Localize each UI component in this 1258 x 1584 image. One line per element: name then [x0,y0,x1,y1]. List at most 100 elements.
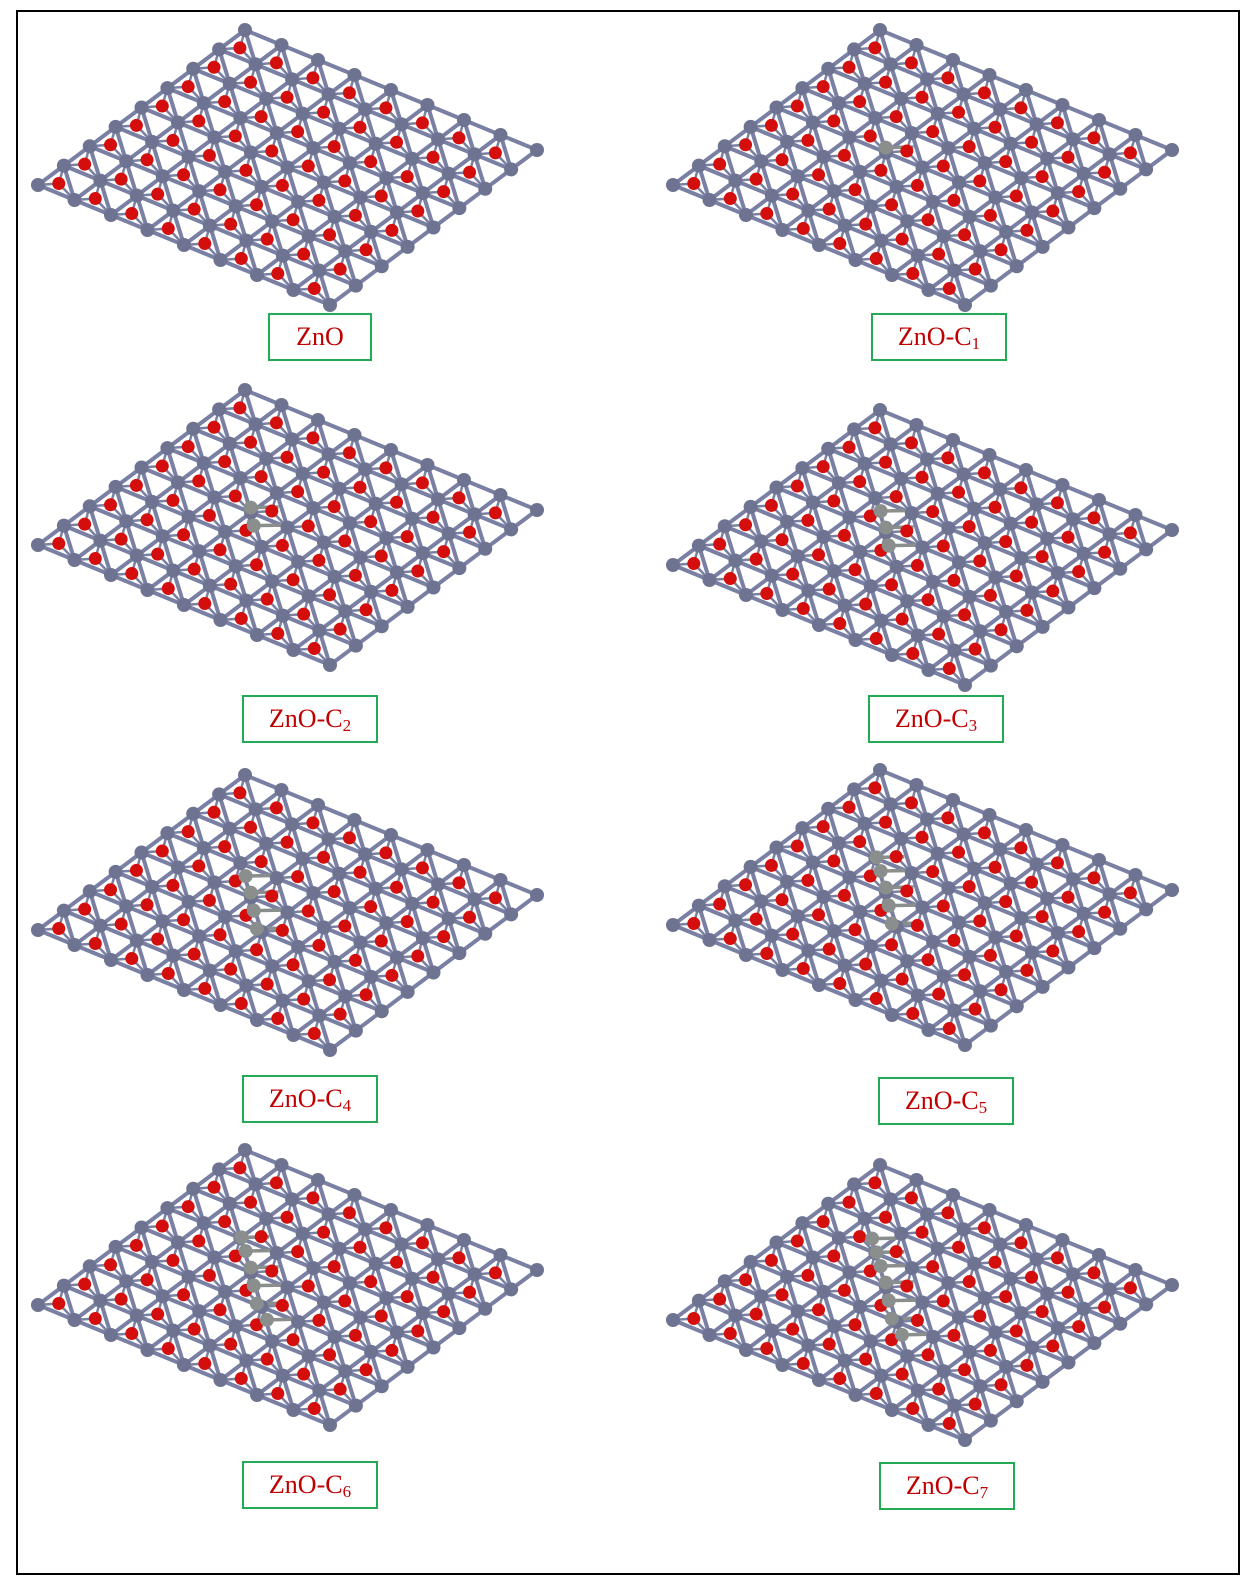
oxygen-atom [739,878,753,892]
atom-group [666,1158,1179,1447]
oxygen-atom [312,938,326,952]
zinc-atom [181,1269,196,1284]
oxygen-atom [269,416,283,430]
zinc-atom [291,1314,306,1329]
zinc-atom [941,141,956,156]
carbon-atom [234,1230,249,1245]
zinc-atom [874,233,889,248]
zinc-atom [420,843,435,857]
carbon-atom [865,1231,880,1246]
oxygen-atom [936,159,950,173]
oxygen-atom [713,157,727,171]
zinc-atom [873,23,887,37]
zinc-atom [936,229,951,244]
zinc-atom [400,984,415,999]
oxygen-atom [958,608,972,622]
oxygen-atom [1098,1300,1112,1314]
zinc-atom [56,158,71,173]
oxygen-atom [78,157,92,171]
zinc-atom [1113,561,1128,576]
oxygen-atom [853,1230,867,1244]
zinc-atom [196,456,211,471]
zinc-atom [108,479,123,494]
oxygen-atom [218,95,232,109]
zinc-atom [207,490,222,505]
zinc-atom [842,510,857,525]
oxygen-atom [1025,1270,1039,1284]
zinc-atom [900,214,915,229]
caption-subscript: 2 [342,716,352,735]
oxygen-atom [271,267,285,281]
oxygen-atom [348,568,362,582]
oxygen-atom [1087,871,1101,885]
zinc-atom [317,920,331,935]
zinc-atom [831,836,846,851]
zinc-atom [93,533,108,548]
oxygen-atom [822,942,836,956]
oxygen-atom [333,1382,347,1396]
carbon-atom [243,885,258,900]
zinc-atom [166,1323,181,1338]
oxygen-atom [488,146,502,160]
atom-group [31,1143,544,1432]
zinc-atom [909,418,924,432]
zinc-atom [467,1267,482,1282]
zinc-atom [196,96,211,111]
oxygen-atom [338,1294,352,1308]
zinc-atom [1055,478,1070,492]
zinc-atom [842,870,857,885]
zinc-atom [952,555,966,570]
oxygen-atom [166,1253,180,1267]
oxygen-atom [437,1305,451,1319]
zinc-atom [790,909,805,924]
zinc-atom [213,1373,228,1387]
zinc-atom [977,156,992,171]
oxygen-atom [218,1215,232,1229]
zinc-atom [1025,205,1039,220]
zinc-atom [160,441,175,456]
zinc-atom [207,875,222,890]
zinc-atom [181,149,196,164]
zinc-atom [31,178,45,192]
zinc-atom [327,569,342,584]
oxygen-atom [713,897,727,911]
zinc-atom [1055,838,1070,852]
zinc-atom [56,903,71,918]
zinc-atom [321,832,336,847]
oxygen-atom [921,213,935,227]
zinc-atom [1035,1374,1050,1389]
oxygen-atom [1061,1285,1075,1299]
oxygen-atom [353,120,367,134]
zinc-atom [816,149,831,164]
zinc-atom [239,233,254,248]
zinc-atom [739,208,753,222]
oxygen-atom [411,204,425,218]
zinc-atom [285,432,300,447]
zinc-atom [1113,1316,1128,1331]
oxygen-atom [374,1309,388,1323]
zinc-atom [259,1211,274,1226]
carbon-atom [246,518,261,533]
oxygen-atom [202,148,216,162]
zinc-atom [348,1398,363,1413]
zinc-atom [847,42,862,57]
zinc-atom [119,154,134,169]
oxygen-atom [233,401,247,415]
oxygen-atom [889,1245,903,1259]
oxygen-atom [687,177,701,191]
atom-group [666,763,1179,1052]
zinc-atom [312,623,327,638]
oxygen-atom [973,914,987,928]
oxygen-atom [275,1298,289,1312]
zinc-atom [56,518,71,533]
zinc-atom [129,1308,144,1323]
zinc-atom [248,802,263,817]
zinc-atom [530,888,544,902]
zinc-atom [1014,171,1029,186]
oxygen-atom [317,850,331,864]
oxygen-atom [323,973,337,987]
zinc-atom [374,619,389,634]
zinc-atom [400,1359,415,1374]
oxygen-atom [52,177,66,191]
zinc-atom [790,1304,805,1319]
